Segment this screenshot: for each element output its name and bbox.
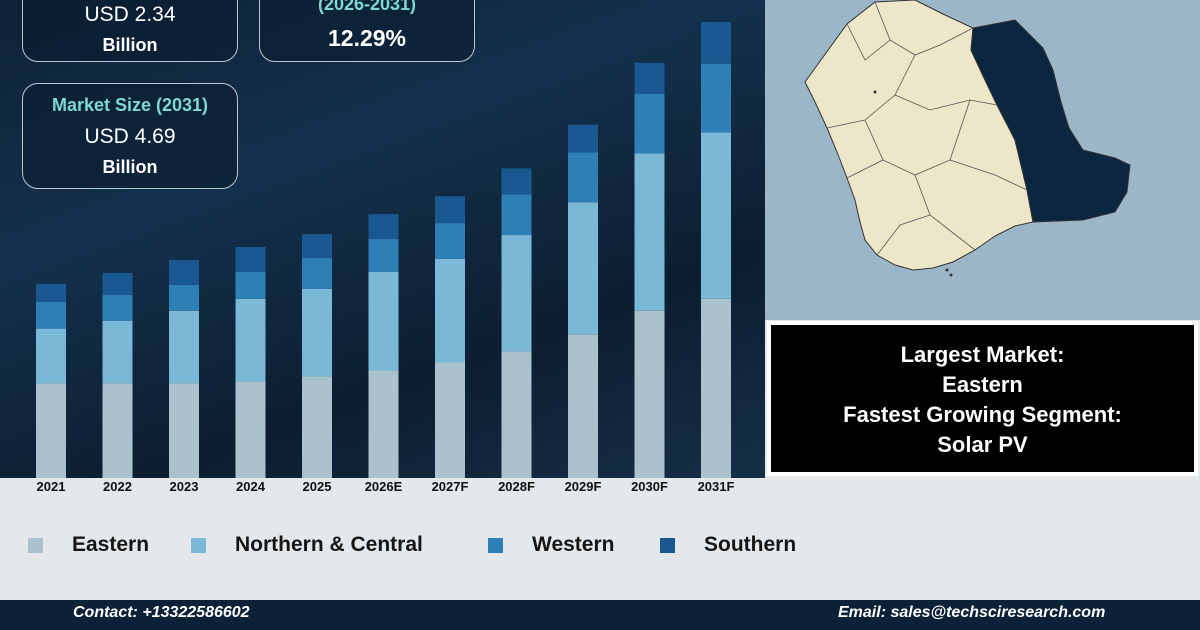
bar-2023-northern-central xyxy=(169,310,199,384)
fastest-segment-value: Solar PV xyxy=(937,432,1028,457)
legend-label: Northern & Central xyxy=(235,533,423,556)
legend-item-southern: Southern xyxy=(660,528,796,562)
market-size-2025-value: USD 2.34 xyxy=(84,3,176,26)
bar-2022-northern-central xyxy=(102,320,133,384)
market-size-2031-value: USD 4.69 xyxy=(84,125,176,148)
bar-2029f-eastern xyxy=(568,334,598,478)
bar-2024-southern xyxy=(235,247,266,272)
x-tick-label: 2027F xyxy=(431,479,469,494)
bar-2021-western xyxy=(36,301,66,329)
bar-2028f-western xyxy=(501,194,532,236)
market-size-2025-box: USD 2.34 Billion xyxy=(22,0,238,62)
x-tick-label: 2026E xyxy=(364,479,403,494)
bar-2031f-western xyxy=(701,63,731,133)
region-map xyxy=(765,0,1200,320)
key-insights-box: Largest Market: Eastern Fastest Growing … xyxy=(767,321,1198,476)
x-tick-label: 2029F xyxy=(564,479,602,494)
bar-2024-eastern xyxy=(235,381,266,478)
chart-legend: Eastern Northern & Central Western Southern xyxy=(0,528,1200,562)
bar-2028f-eastern xyxy=(501,351,532,478)
bar-2027f-southern xyxy=(435,196,465,224)
bar-2021-northern-central xyxy=(36,328,66,384)
contact-text: Contact: +13322586602 xyxy=(73,604,250,621)
legend-item-western: Western xyxy=(488,528,614,562)
bar-2024-western xyxy=(235,271,266,299)
bar-2031f-northern-central xyxy=(701,132,731,299)
largest-market-label: Largest Market: xyxy=(900,342,1065,367)
bar-2030f-eastern xyxy=(634,310,665,478)
bar-2030f-northern-central xyxy=(634,153,665,311)
bar-2023-eastern xyxy=(169,383,199,478)
x-tick-label: 2025 xyxy=(302,479,332,494)
bar-2029f-western xyxy=(568,152,598,203)
bar-2025-eastern xyxy=(302,376,332,478)
market-size-2025-unit: Billion xyxy=(102,35,158,55)
x-tick-label: 2028F xyxy=(498,479,535,494)
bar-2025-southern xyxy=(302,234,332,258)
legend-label: Eastern xyxy=(72,533,150,556)
bar-2022-southern xyxy=(102,272,133,295)
x-tick-label: 2031F xyxy=(697,479,735,494)
bar-2022-eastern xyxy=(102,383,133,478)
bar-2024-northern-central xyxy=(235,298,266,382)
bar-2027f-western xyxy=(435,223,465,259)
legend-label: Western xyxy=(532,533,615,556)
market-size-2031-label: Market Size (2031) xyxy=(51,95,209,115)
x-tick-label: 2023 xyxy=(169,479,199,494)
bar-2027f-northern-central xyxy=(435,258,465,363)
bar-2026e-northern-central xyxy=(368,271,399,371)
bar-2030f-southern xyxy=(634,62,665,94)
x-tick-label: 2030F xyxy=(631,479,668,494)
bar-2028f-northern-central xyxy=(501,235,532,352)
saudi-arabia-map-icon xyxy=(804,0,1131,277)
x-tick-label: 2024 xyxy=(236,479,265,494)
bar-2021-southern xyxy=(36,283,66,302)
cagr-box: (2026-2031) 12.29% xyxy=(259,0,475,62)
bar-2029f-southern xyxy=(568,124,598,153)
bar-2023-southern xyxy=(169,259,199,285)
footer: Contact: +13322586602 Email: sales@techs… xyxy=(0,600,1200,630)
x-tick-label: 2021 xyxy=(36,479,66,494)
bar-2022-western xyxy=(102,294,133,321)
bar-2026e-western xyxy=(368,239,399,272)
bar-2029f-northern-central xyxy=(568,202,598,335)
legend-swatch xyxy=(28,537,43,553)
bar-2031f-eastern xyxy=(701,298,731,478)
bar-2025-western xyxy=(302,257,332,289)
bar-2025-northern-central xyxy=(302,288,332,377)
legend-item-eastern: Eastern xyxy=(28,528,149,562)
legend-label: Southern xyxy=(704,533,797,556)
legend-swatch xyxy=(488,537,503,553)
market-size-2031-box: Market Size (2031) USD 4.69 Billion xyxy=(22,83,238,189)
cagr-label: (2026-2031) xyxy=(317,0,417,14)
chart-panel: USD 2.34 Billion (2026-2031) 12.29% Mark… xyxy=(0,0,765,478)
stacked-bar-chart xyxy=(36,21,731,478)
legend-swatch xyxy=(191,537,206,553)
fastest-segment-label: Fastest Growing Segment: xyxy=(843,402,1122,427)
legend-item-northern-central: Northern & Central xyxy=(191,528,423,562)
bar-2026e-southern xyxy=(368,214,399,240)
bar-2023-western xyxy=(169,284,199,311)
bar-2028f-southern xyxy=(501,168,532,195)
bar-2031f-southern xyxy=(701,21,731,64)
largest-market-value: Eastern xyxy=(942,372,1023,397)
market-size-2031-unit: Billion xyxy=(102,157,158,177)
bar-2021-eastern xyxy=(36,383,66,478)
bar-2030f-western xyxy=(634,93,665,154)
x-tick-label: 2022 xyxy=(103,479,132,494)
legend-swatch xyxy=(660,537,675,553)
email-text: Email: sales@techsciresearch.com xyxy=(838,604,1106,621)
cagr-value: 12.29% xyxy=(327,25,406,51)
bar-2026e-eastern xyxy=(368,370,399,478)
bar-2027f-eastern xyxy=(435,362,465,478)
